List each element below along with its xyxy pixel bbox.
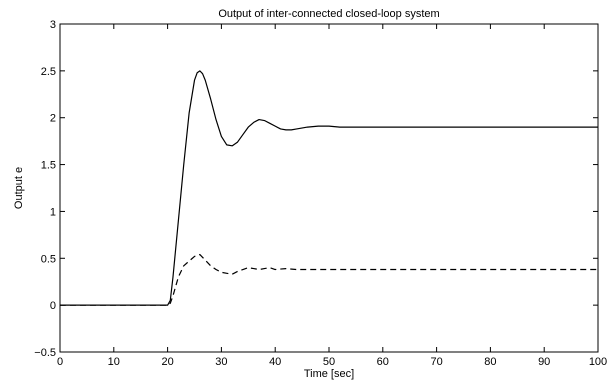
x-axis-label: Time [sec] [304,368,354,380]
x-tick-label: 80 [484,356,496,368]
y-tick-label: −0.5 [34,347,56,359]
x-tick-label: 0 [57,356,63,368]
chart-title: Output of inter-connected closed-loop sy… [218,8,439,20]
y-tick-label: 2 [50,113,56,125]
series-line-solid [60,70,598,306]
x-tick-label: 70 [430,356,442,368]
y-tick-label: 0 [50,300,56,312]
x-tick-label: 20 [161,356,173,368]
series-line-dashed [60,253,598,306]
y-tick-label: 1.5 [41,160,56,172]
x-tick-label: 50 [323,356,335,368]
x-tick-label: 60 [377,356,389,368]
y-tick-label: 1 [50,206,56,218]
y-tick-label: 3 [50,19,56,31]
y-tick-label: 0.5 [41,253,56,265]
y-tick-label: 2.5 [41,66,56,78]
plot-area [59,23,599,353]
x-tick-label: 90 [538,356,550,368]
x-tick-label: 10 [108,356,120,368]
x-tick-label: 40 [269,356,281,368]
y-axis-label: Output e [13,167,25,209]
x-tick-label: 30 [215,356,227,368]
x-tick-label: 100 [589,356,607,368]
